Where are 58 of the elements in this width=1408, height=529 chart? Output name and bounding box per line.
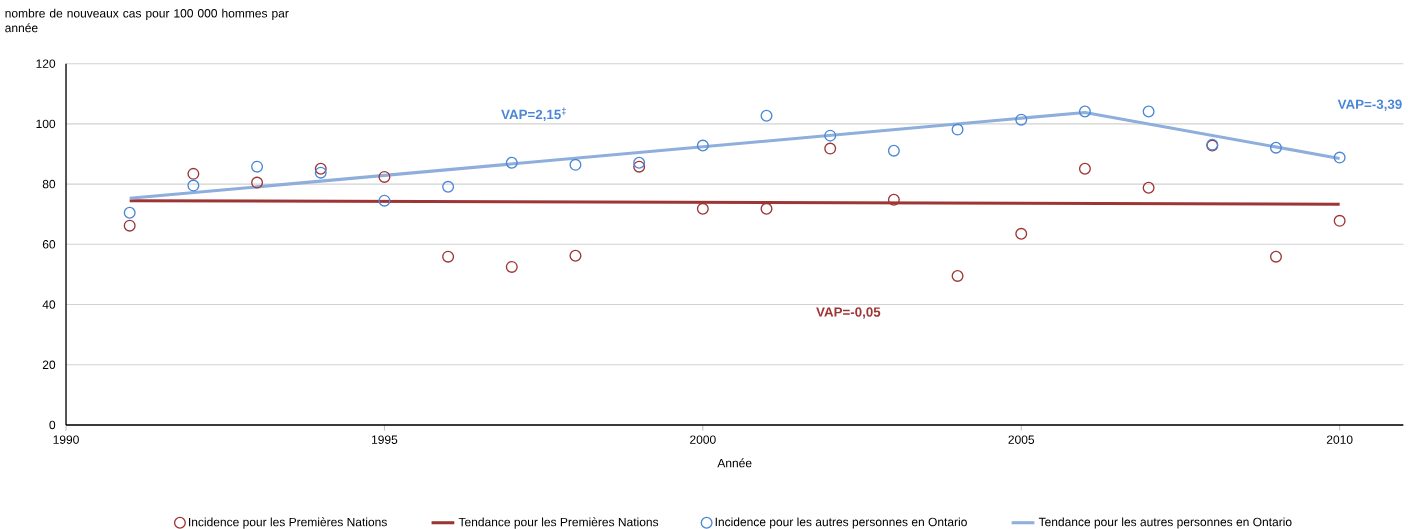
x-tick-label: 2005 [1008,435,1035,444]
point [1078,105,1091,118]
point [569,158,582,171]
x-tick-label: 2010 [1326,435,1353,444]
point [1333,214,1346,227]
point [1015,113,1028,126]
annotation: VAP=-0,05 [816,307,881,319]
point [951,269,964,282]
y-tick-label: 60 [42,239,56,249]
x-tick-label: 2000 [690,435,716,444]
point [505,260,518,273]
point [314,166,327,179]
point [1142,105,1155,118]
legend-label: Tendance pour les Premières Nations [458,517,659,529]
y-tick-label: 20 [42,360,56,369]
point [951,123,964,136]
point [633,156,646,169]
point [824,142,837,155]
x-axis-title: Année [717,458,752,468]
point [569,249,582,262]
point [442,250,455,263]
point [1269,141,1282,154]
point [1142,181,1155,194]
annotation: VAP=2,15$^{‡}$ [501,107,566,121]
point [887,193,900,206]
x-tick-label: 1990 [53,435,79,444]
y-tick-label: 40 [42,300,56,309]
point [1078,162,1091,175]
point [442,180,455,193]
point [696,139,709,152]
point [1015,227,1028,240]
y-axis-title: nombre de nouveaux cas pour 100 000 hommes par année [5,8,289,33]
y-tick-label: 120 [36,59,56,68]
point [505,156,518,169]
point [123,206,136,219]
point [123,219,136,232]
legend-label: Tendance pour les autres personnes en Ontario [1038,517,1292,529]
point [887,144,900,157]
legend-label: Incidence pour les Premières Nations [189,517,387,529]
point [187,167,200,180]
point [824,129,837,142]
y-tick-label: 80 [42,179,56,189]
point [251,176,264,189]
y-tick-label: 100 [36,119,56,128]
point [187,179,200,192]
point [251,160,264,173]
legend-label: Incidence pour les autres personnes en Ontario [715,517,967,529]
point [378,170,391,183]
point [314,162,327,175]
point [378,194,391,207]
point [633,160,646,173]
point [1333,151,1346,164]
annotation: VAP=-3,39 [1337,99,1402,111]
point [760,109,773,122]
y-tick-label: 0 [49,420,56,430]
point [696,202,709,215]
point [1269,250,1282,263]
x-tick-label: 1995 [372,435,398,444]
